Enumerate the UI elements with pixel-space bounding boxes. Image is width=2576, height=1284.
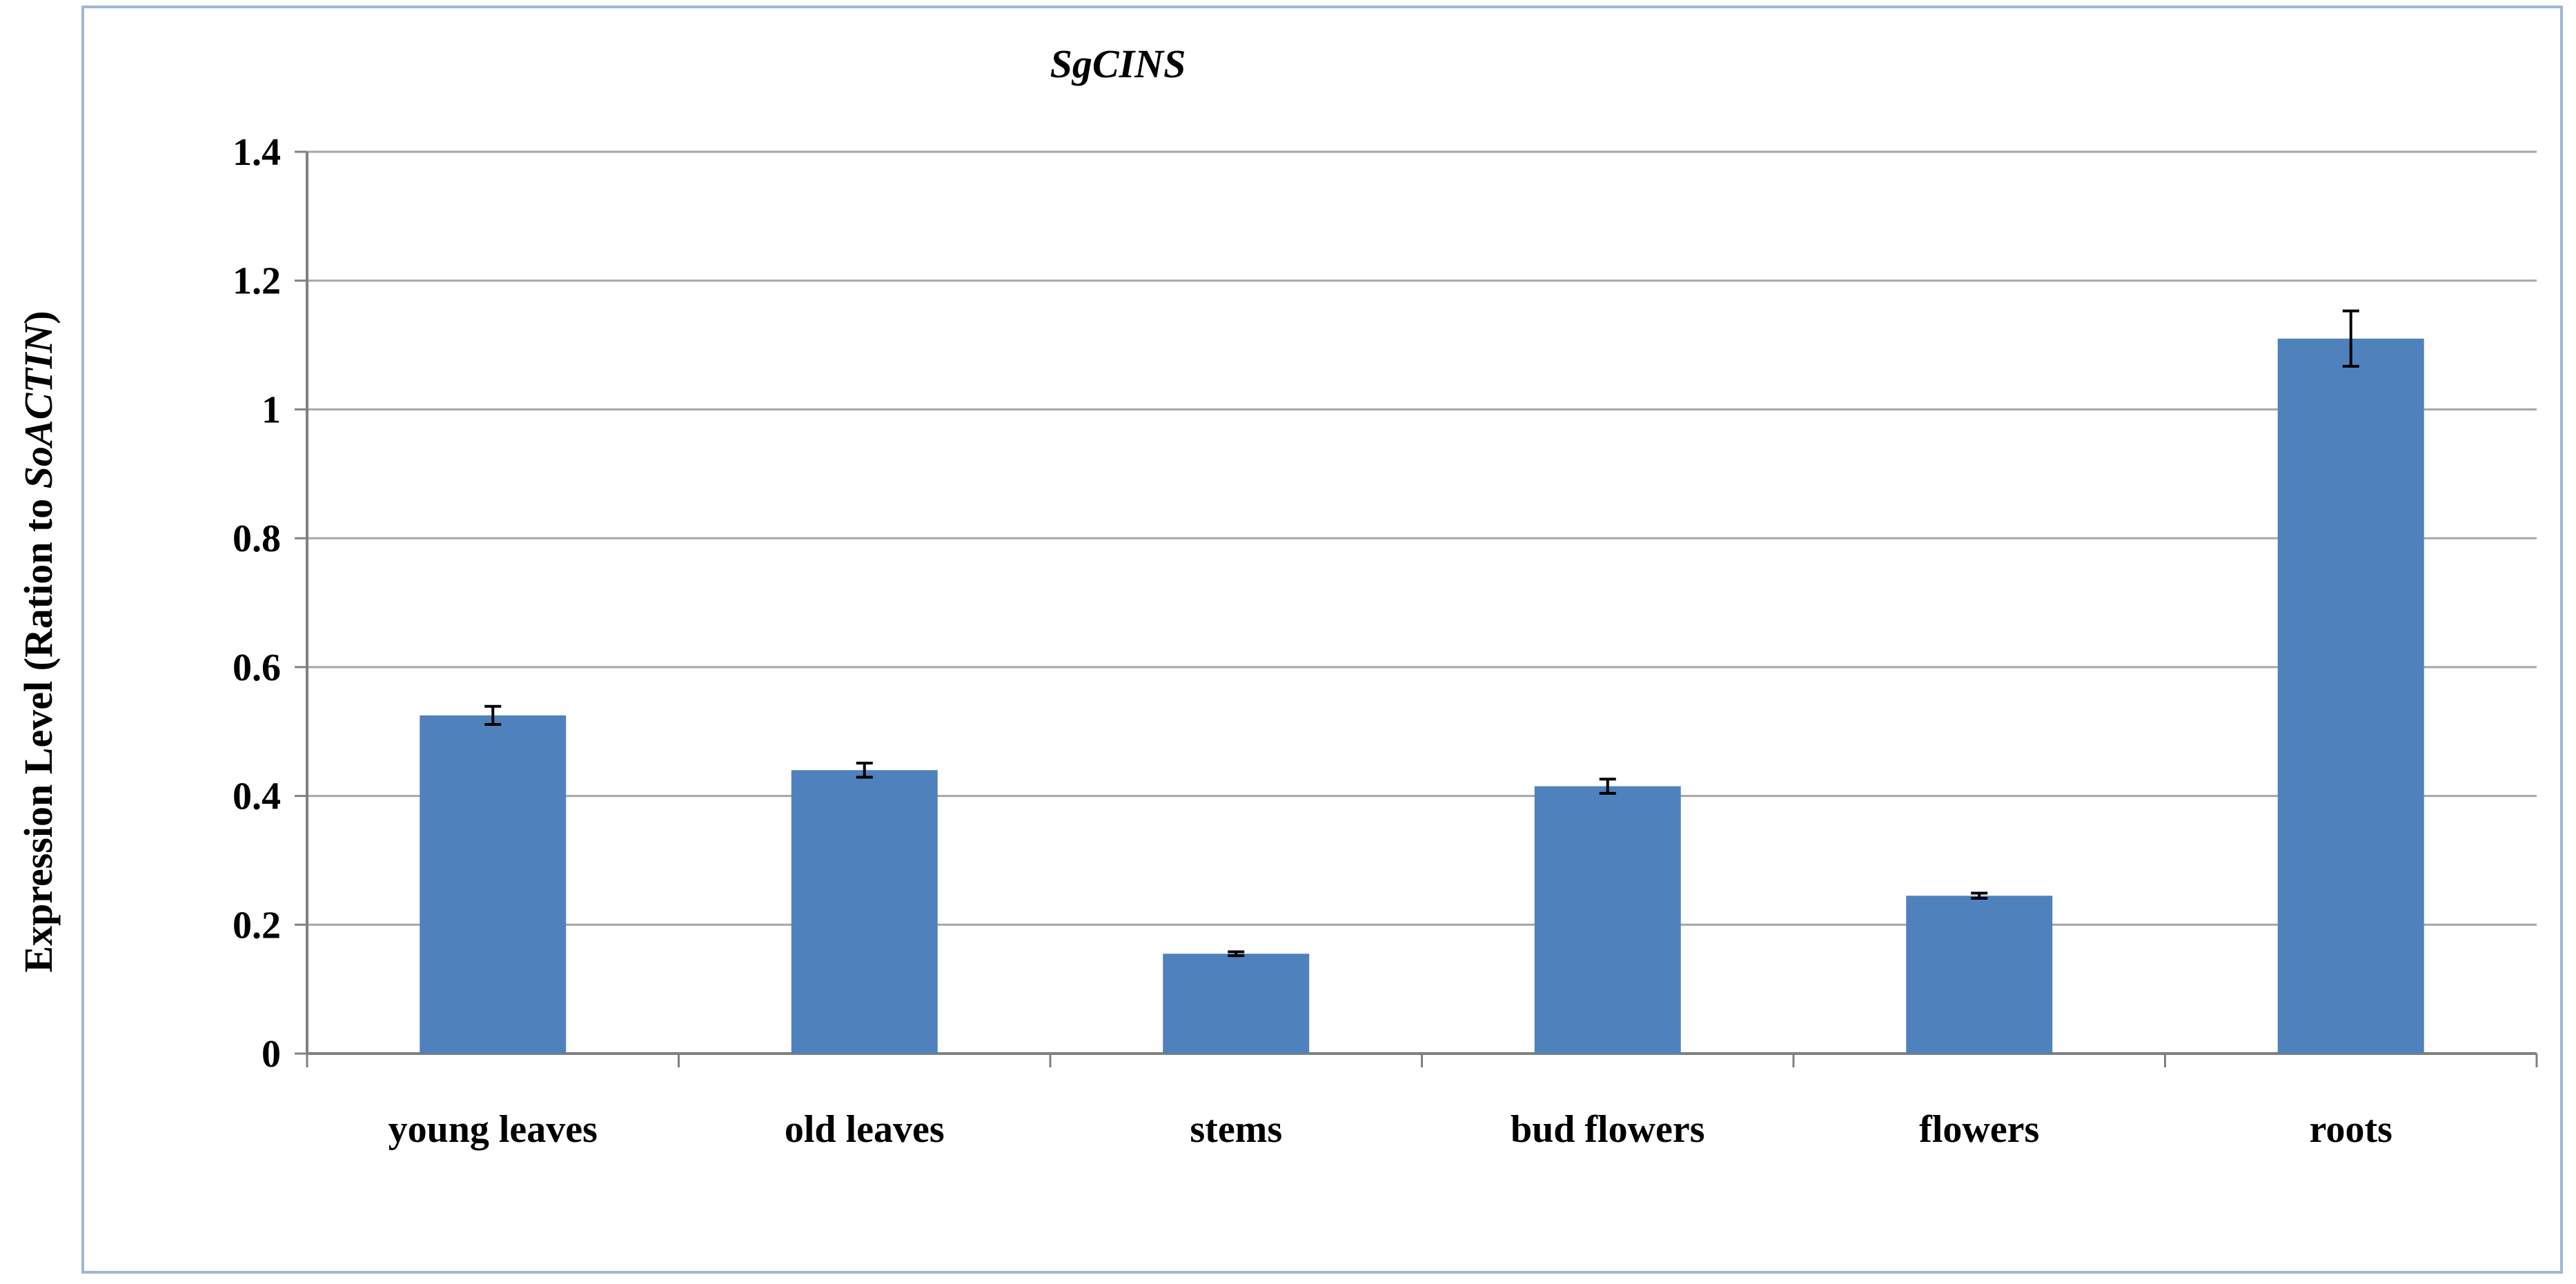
bar [420, 715, 567, 1054]
x-axis [306, 1052, 2538, 1067]
bar [1534, 786, 1681, 1054]
chart-frame [81, 6, 2563, 1274]
x-category-label: bud flowers [1511, 1108, 1705, 1151]
y-tick-label: 0.4 [233, 776, 281, 818]
bar [2277, 338, 2424, 1054]
x-category-label: flowers [1919, 1108, 2039, 1151]
y-axis-title-prefix: Expression Level (Ration to [16, 488, 61, 972]
x-category-label: old leaves [785, 1108, 945, 1151]
y-axis-title-suffix: ) [16, 310, 61, 324]
bar [1163, 954, 1310, 1054]
y-axis-title-italic: SoACTIN [16, 323, 61, 489]
y-axis-title: Expression Level (Ration to SoACTIN) [16, 310, 61, 972]
y-tick-label: 0 [262, 1033, 281, 1076]
y-tick-label: 1.2 [233, 260, 281, 303]
y-tick-label: 0.2 [233, 904, 281, 947]
chart-title: SgCINS [1050, 41, 1186, 86]
y-tick-labels: 0 0.2 0.4 0.6 0.8 1 1.2 1.4 [233, 131, 281, 1076]
y-tick-label: 0.6 [233, 646, 281, 689]
bars [420, 338, 2424, 1054]
bar [1906, 896, 2053, 1054]
error-bars [484, 309, 2359, 958]
x-category-label: young leaves [389, 1108, 598, 1151]
y-tick-label: 1.4 [233, 131, 281, 174]
y-tick-label: 1 [262, 388, 281, 431]
y-tick-label: 0.8 [233, 517, 281, 560]
x-category-labels: young leaves old leaves stems bud flowers fl… [389, 1108, 2392, 1151]
bar [791, 770, 938, 1054]
gridlines [307, 150, 2537, 926]
x-category-label: stems [1190, 1108, 1282, 1151]
x-category-label: roots [2310, 1108, 2392, 1151]
y-axis [295, 150, 308, 1055]
